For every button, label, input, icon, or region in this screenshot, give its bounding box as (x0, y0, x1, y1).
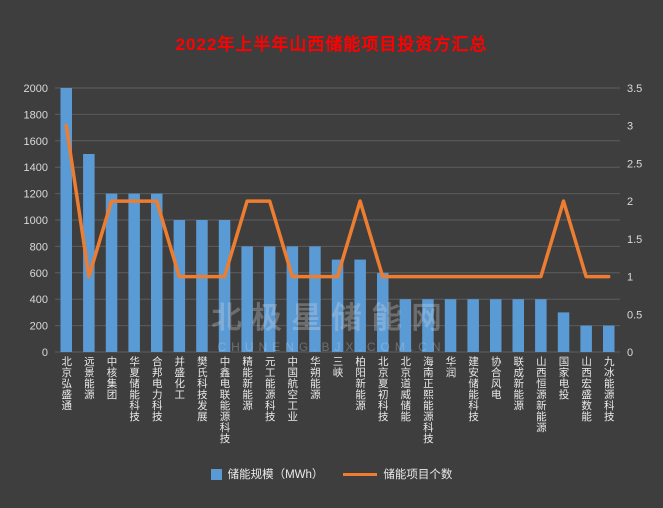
category-label: 并盛化工 (173, 356, 186, 400)
bar (173, 220, 186, 352)
bar (467, 299, 479, 352)
category-label: 北京弘盛通 (60, 356, 73, 411)
right-axis-tick-label: 2.5 (627, 158, 642, 170)
bar (444, 299, 457, 352)
bar-series-swatch-icon (210, 468, 222, 480)
bar (399, 299, 412, 352)
bar (557, 312, 570, 352)
left-axis-tick-label: 0 (42, 347, 48, 359)
bar (241, 246, 253, 352)
right-axis-tick-label: 3 (627, 121, 633, 133)
category-label: 九冰能源科技 (602, 356, 615, 422)
left-axis-tick-label: 2000 (24, 83, 48, 95)
bar (535, 299, 547, 352)
category-label: 远景能源 (82, 356, 95, 400)
category-label: 三峡 (331, 356, 344, 378)
category-label: 华夏储能科技 (128, 356, 141, 422)
category-label: 建安储能科技 (467, 356, 480, 422)
category-label: 北京夏初科技 (376, 356, 389, 422)
legend-item-bar-series: 储能规模（MWh） (210, 466, 324, 482)
category-label: 华朔能源 (308, 356, 321, 400)
category-label: 精能新能源 (241, 356, 254, 411)
category-label: 樊氏科技发展 (195, 356, 208, 422)
category-label: 山西宏盛数能 (580, 356, 593, 422)
bar (151, 193, 163, 352)
left-axis-tick-label: 1600 (24, 136, 48, 148)
right-axis-tick-label: 0.5 (627, 309, 642, 321)
line-series (64, 123, 611, 279)
category-label: 海南正熙能源科技 (421, 356, 434, 444)
right-axis-tick-label: 3.5 (627, 83, 642, 95)
bar (83, 154, 95, 352)
left-axis-tick-label: 1200 (24, 189, 48, 201)
right-axis-tick-label: 0 (627, 347, 633, 359)
chart-plot-area: 0 200 400 600 800 1000 1200 1400 1600 1800 2000 0 0.… (24, 83, 643, 359)
chart: 0 200 400 600 800 1000 1200 1400 1600 1800 2000 0 0.… (0, 75, 663, 467)
bar (263, 246, 276, 352)
category-label: 元工能源科技 (263, 356, 276, 422)
category-label: 华润 (444, 356, 457, 378)
legend-label-bar-series: 储能规模（MWh） (227, 469, 324, 481)
bar (218, 220, 231, 352)
left-axis-tick-label: 1800 (24, 109, 48, 121)
right-axis-tick-label: 1.5 (627, 234, 642, 246)
category-label: 山西恒源新能源 (534, 356, 547, 433)
bar (196, 220, 208, 352)
right-axis-tick-label: 2 (627, 196, 633, 208)
legend-item-line-series: 储能项目个数 (343, 466, 452, 482)
category-label: 合邦电力科技 (150, 356, 163, 422)
left-axis-tick-label: 800 (30, 241, 48, 253)
left-axis-tick-label: 1000 (24, 215, 48, 227)
legend: 储能规模（MWh） 储能项目个数 (0, 466, 663, 482)
bar (105, 193, 118, 352)
left-axis-tick-label: 1400 (24, 162, 48, 174)
left-axis-tick-label: 400 (30, 294, 48, 306)
x-axis-labels: 北京弘盛通 远景能源 中核集团 华夏储能科技 合邦电力科技 并盛化工 樊氏科技发展 中鑫电联能… (0, 356, 663, 464)
left-axis-tick-label: 600 (30, 268, 48, 280)
bar (377, 272, 389, 352)
category-label: 中鑫电联能源科技 (218, 356, 231, 444)
right-axis-tick-label: 1 (627, 272, 633, 284)
bar (331, 259, 344, 352)
category-label: 联成新能源 (512, 356, 525, 411)
bar (422, 299, 434, 352)
left-axis-tick-label: 200 (30, 321, 48, 333)
bar (580, 325, 592, 352)
legend-label-line-series: 储能项目个数 (383, 469, 453, 481)
bar (286, 246, 299, 352)
category-label: 协合风电 (489, 356, 502, 400)
bar (60, 88, 72, 352)
category-label: 中核集团 (105, 356, 118, 400)
bar (490, 299, 502, 352)
bar (603, 325, 615, 352)
bar (309, 246, 321, 352)
line-series-swatch-icon (343, 472, 378, 476)
category-label: 北京道威储能 (399, 356, 412, 422)
chart-title: 2022年上半年山西储能项目投资方汇总 (175, 35, 488, 54)
category-label: 国家电投 (557, 356, 570, 400)
category-label: 中国航空工业 (286, 356, 299, 422)
bar (128, 193, 140, 352)
category-label: 柏阳新能源 (354, 356, 367, 411)
bar (354, 259, 366, 352)
bar (512, 299, 524, 352)
